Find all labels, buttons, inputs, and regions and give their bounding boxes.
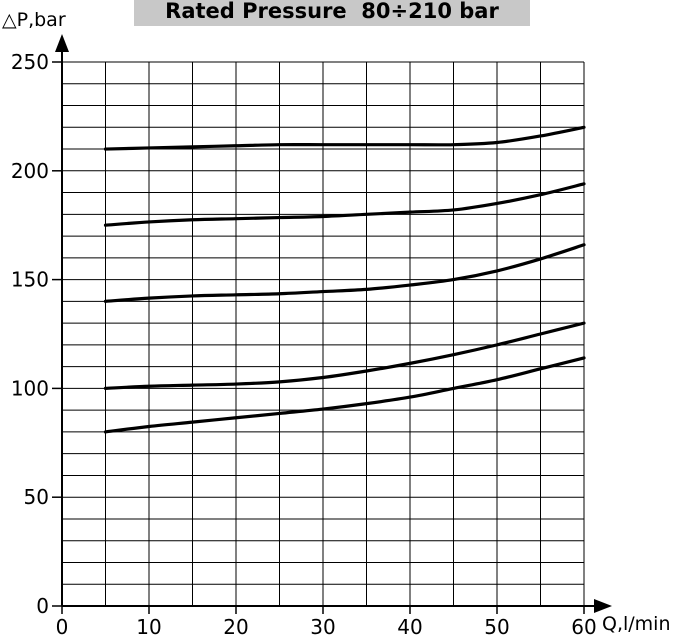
y-tick-label: 150 <box>11 268 49 292</box>
y-axis-label: △P,bar <box>2 9 66 31</box>
x-tick-label: 0 <box>56 615 69 637</box>
x-tick-label: 50 <box>484 615 509 637</box>
y-tick-label: 250 <box>11 50 49 74</box>
series-line-1 <box>103 125 586 151</box>
y-tick-label: 50 <box>24 485 49 509</box>
y-tick-label: 0 <box>36 594 49 618</box>
x-tick-label: 30 <box>310 615 335 637</box>
series-line-4 <box>103 321 586 390</box>
series-line-5 <box>103 356 586 434</box>
series-line-3 <box>103 243 586 303</box>
x-axis-label: Q,l/min <box>602 613 671 635</box>
series-line-2 <box>103 182 586 227</box>
chart-title: Rated Pressure 80÷210 bar <box>134 0 530 26</box>
ticks: 0 50 100 150 200 250 0 10 20 30 40 50 60 <box>11 50 597 637</box>
x-axis-arrow <box>594 599 612 613</box>
x-tick-label: 60 <box>571 615 596 637</box>
grid <box>62 61 585 606</box>
y-tick-label: 100 <box>11 376 49 400</box>
x-tick-label: 20 <box>223 615 248 637</box>
x-tick-label: 40 <box>397 615 422 637</box>
x-tick-label: 10 <box>136 615 161 637</box>
y-tick-label: 200 <box>11 159 49 183</box>
y-axis-arrow <box>55 34 69 52</box>
axes <box>55 34 612 613</box>
series-group <box>103 125 586 434</box>
